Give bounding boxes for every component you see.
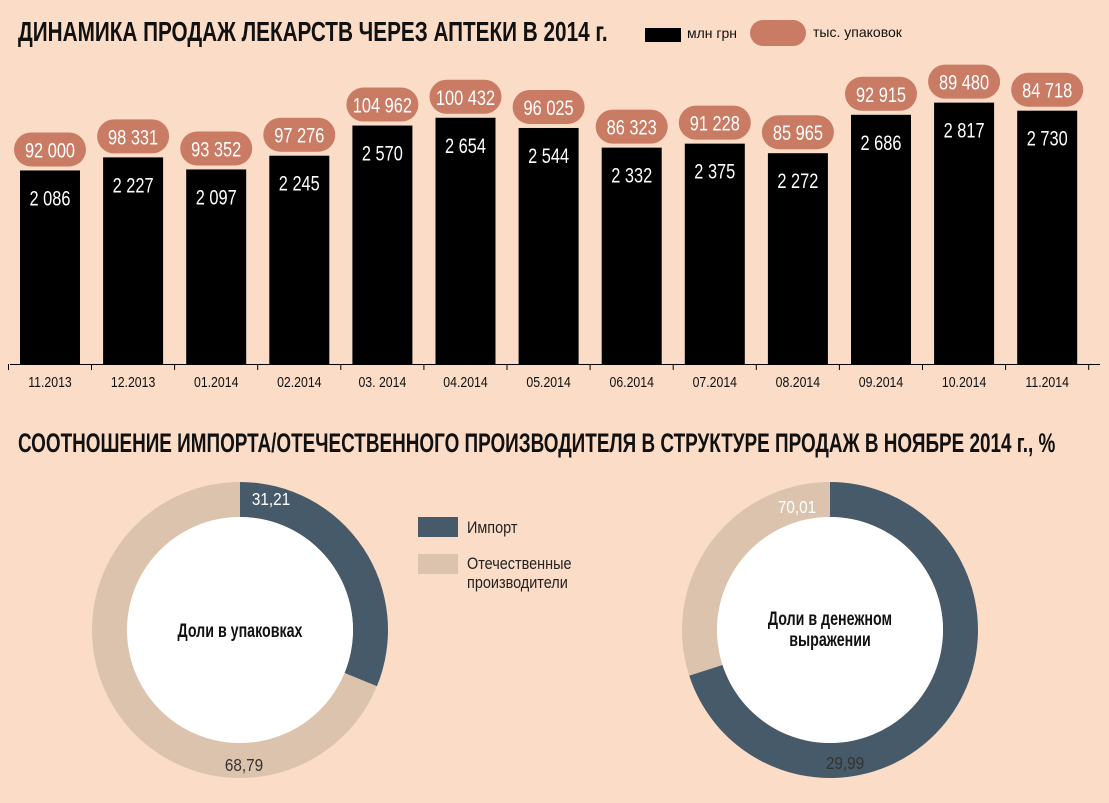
donut-hole (717, 517, 943, 743)
bar-money (20, 170, 80, 364)
packs-pill (97, 119, 170, 154)
bar-money-label: 2 544 (528, 144, 569, 167)
bar-money (269, 155, 330, 364)
bar-money-label: 2 570 (362, 142, 403, 165)
x-tick-label: 01.2014 (194, 374, 239, 390)
bar-money-label: 2 730 (1027, 127, 1068, 150)
x-tick-label: 12.2013 (111, 374, 156, 390)
legend-import-label: Импорт (467, 519, 517, 537)
bar-money (851, 114, 911, 364)
bar-money (435, 117, 496, 365)
slice-import (240, 482, 388, 687)
packs-pill (429, 79, 502, 114)
x-tick-label: 07.2014 (693, 374, 738, 390)
packs-pill (595, 109, 668, 144)
bar-money (352, 125, 413, 364)
bar-money-label: 2 654 (445, 134, 486, 157)
packs-pill (346, 87, 419, 122)
ratio-donut-charts: 31,21 68,79 Доли в упаковках 70,01 29,99 Доли… (92, 482, 978, 778)
bar-money-label: 2 817 (944, 119, 985, 142)
bar-money-label: 2 097 (196, 185, 237, 208)
legend-packs-swatch (750, 20, 806, 46)
x-tick-label: 08.2014 (776, 374, 821, 390)
x-tick-label: 09.2014 (859, 374, 904, 390)
bar-money (103, 157, 164, 364)
packs-label: 93 352 (191, 137, 241, 160)
packs-pill (180, 131, 253, 166)
packs-label: 104 962 (353, 94, 412, 117)
bar-money (601, 147, 662, 364)
slice-import-label: 70,01 (778, 497, 816, 517)
bar-money (186, 169, 247, 364)
packs-pill (761, 115, 834, 150)
packs-label: 97 276 (274, 124, 324, 147)
packs-pill (512, 89, 585, 124)
bar-money-label: 2 375 (694, 160, 735, 183)
x-tick-label: 11.2013 (28, 374, 72, 390)
packs-pill (1011, 72, 1084, 107)
packs-label: 85 965 (773, 121, 823, 144)
bar-money-label: 2 686 (861, 131, 902, 154)
packs-label: 98 331 (108, 125, 158, 148)
packs-label: 96 025 (524, 96, 574, 119)
bar-money-label: 2 227 (113, 173, 154, 196)
x-tick-label: 04.2014 (443, 374, 488, 390)
x-tick-label: 02.2014 (277, 374, 322, 390)
bar-money-label: 2 272 (777, 169, 818, 192)
x-tick-label: 05.2014 (526, 374, 571, 390)
bar-money (934, 102, 995, 364)
packs-label: 92 000 (25, 139, 75, 162)
packs-pill (845, 76, 917, 111)
legend-packs-label: тыс. упаковок (813, 24, 902, 40)
sales-bar-chart: 2 086 92 000 11.2013 2 227 98 331 12.2013 2 09… (8, 64, 1100, 390)
donut-center-title: выражении (789, 629, 870, 650)
bar-money (684, 143, 745, 364)
sales-chart-title: ДИНАМИКА ПРОДАЖ ЛЕКАРСТВ ЧЕРЕЗ АПТЕКИ В … (18, 16, 608, 47)
packs-pill (678, 105, 751, 140)
legend-domestic-label: Отечественные производители (467, 555, 572, 592)
packs-label: 84 718 (1022, 79, 1072, 102)
packs-pill (14, 132, 86, 167)
bar-money (1017, 110, 1078, 364)
x-tick-label: 10.2014 (942, 374, 987, 390)
slice-domestic (681, 482, 830, 676)
bar-money-label: 2 332 (611, 164, 652, 187)
legend-money-label: млн грн (687, 25, 738, 41)
legend-money-swatch (645, 28, 681, 42)
slice-domestic-label: 68,79 (225, 755, 263, 775)
donut-center-title: Доли в денежном (768, 608, 892, 629)
x-tick-label: 11.2014 (1025, 374, 1069, 390)
legend-domestic-swatch (418, 554, 458, 574)
bar-money-label: 2 245 (279, 172, 320, 195)
bar-money (767, 153, 828, 364)
legend-import-swatch (418, 517, 458, 537)
packs-label: 92 915 (856, 83, 906, 106)
donut-hole (127, 517, 353, 743)
packs-pill (263, 117, 336, 152)
bar-money (518, 127, 579, 365)
donut-center-title: Доли в упаковках (178, 620, 303, 641)
packs-label: 86 323 (607, 116, 657, 139)
bar-money-label: 2 086 (30, 187, 71, 210)
x-tick-label: 06.2014 (609, 374, 654, 390)
packs-label: 91 228 (690, 112, 740, 135)
x-tick-label: 03. 2014 (358, 374, 406, 390)
ratio-section-title: СООТНОШЕНИЕ ИМПОРТА/ОТЕЧЕСТВЕННОГО ПРОИЗ… (18, 428, 1056, 458)
packs-label: 100 432 (436, 86, 495, 109)
packs-label: 89 480 (939, 71, 989, 94)
slice-domestic-label: 29,99 (826, 753, 864, 773)
slice-import-label: 31,21 (252, 489, 290, 509)
packs-pill (928, 64, 1001, 99)
